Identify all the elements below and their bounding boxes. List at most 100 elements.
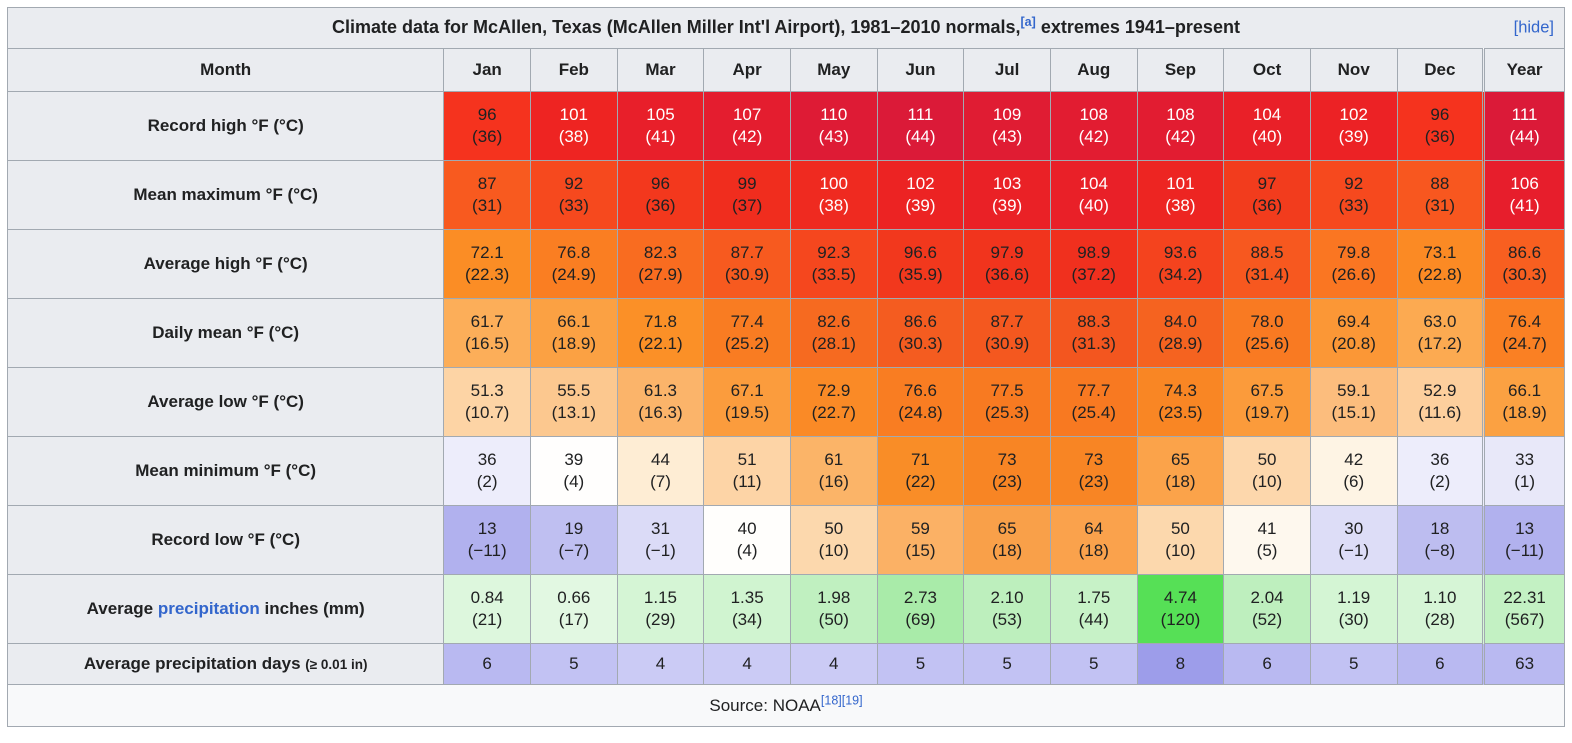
row-label: Average precipitation inches (mm) (6, 574, 445, 644)
data-cell: 93.6 (34.2) (1136, 229, 1225, 299)
climate-table: Climate data for McAllen, Texas (McAllen… (6, 7, 1565, 727)
data-cell: 67.5 (19.7) (1223, 367, 1311, 437)
data-cell: 77.7 (25.4) (1049, 367, 1138, 437)
data-cell: 96 (36) (1396, 91, 1485, 161)
data-cell: 88.5 (31.4) (1223, 229, 1311, 299)
data-cell: 44 (7) (616, 436, 705, 506)
data-cell: 36 (2) (443, 436, 531, 506)
row-label-text: Average precipitation days (83, 654, 306, 674)
data-cell: 92 (33) (529, 160, 618, 230)
month-header-oct: Oct (1223, 48, 1311, 92)
data-cell: 5 (1309, 643, 1398, 685)
table-row: Mean maximum °F (°C) 87 (31) 92 (33) 96 (36) 99… (6, 160, 1565, 230)
data-cell: 52.9 (11.6) (1396, 367, 1485, 437)
data-cell: 96.6 (35.9) (876, 229, 965, 299)
month-header-apr: Apr (703, 48, 791, 92)
data-cell: 2.10 (53) (963, 574, 1051, 644)
table-row: Daily mean °F (°C) 61.7 (16.5) 66.1 (18.9) 71… (6, 298, 1565, 368)
data-cell: 71 (22) (876, 436, 965, 506)
row-label-text: Daily mean °F (°C) (152, 323, 300, 343)
month-header-nov: Nov (1309, 48, 1398, 92)
data-cell: 1.98 (50) (789, 574, 878, 644)
source-text: Source: NOAA (709, 695, 821, 715)
data-cell: 99 (37) (703, 160, 791, 230)
month-header-may: May (789, 48, 878, 92)
table-row: Mean minimum °F (°C) 36 (2) 39 (4) 44 (7) 51 (11… (6, 436, 1565, 506)
data-cell: 39 (4) (529, 436, 618, 506)
data-cell: 61.7 (16.5) (443, 298, 531, 368)
table-row: Average precipitation inches (mm) 0.84 (21… (6, 574, 1565, 644)
data-cell: 19 (−7) (529, 505, 618, 575)
data-cell: 103 (39) (963, 160, 1051, 230)
data-cell: 76.6 (24.8) (876, 367, 965, 437)
table-row: Average low °F (°C) 51.3 (10.7) 55.5 (13.1) 6… (6, 367, 1565, 437)
data-cell: 22.31 (567) (1482, 574, 1565, 644)
data-cell: 79.8 (26.6) (1309, 229, 1398, 299)
month-header-jul: Jul (963, 48, 1051, 92)
data-cell: 6 (443, 643, 531, 685)
footnote-a-link[interactable]: [a] (1020, 15, 1036, 30)
row-label-text: (≥ 0.01 in) (305, 657, 368, 673)
data-cell: 6 (1223, 643, 1311, 685)
data-cell: 88.3 (31.3) (1049, 298, 1138, 368)
data-cell: 97 (36) (1223, 160, 1311, 230)
data-cell: 73 (23) (963, 436, 1051, 506)
data-cell: 77.4 (25.2) (703, 298, 791, 368)
row-label-text: Average (86, 599, 158, 619)
data-cell: 1.10 (28) (1396, 574, 1485, 644)
data-cell: 61.3 (16.3) (616, 367, 705, 437)
data-cell: 88 (31) (1396, 160, 1485, 230)
data-cell: 66.1 (18.9) (1482, 367, 1565, 437)
data-cell: 98.9 (37.2) (1049, 229, 1138, 299)
data-cell: 92.3 (33.5) (789, 229, 878, 299)
data-cell: 76.8 (24.9) (529, 229, 618, 299)
row-label: Mean minimum °F (°C) (6, 436, 445, 506)
row-label: Daily mean °F (°C) (6, 298, 445, 368)
data-cell: 1.35 (34) (703, 574, 791, 644)
month-header-dec: Dec (1396, 48, 1485, 92)
data-cell: 51 (11) (703, 436, 791, 506)
data-cell: 51.3 (10.7) (443, 367, 531, 437)
data-cell: 4 (703, 643, 791, 685)
data-cell: 72.9 (22.7) (789, 367, 878, 437)
precipitation-link[interactable]: precipitation (157, 599, 260, 619)
data-cell: 59 (15) (876, 505, 965, 575)
data-cell: 65 (18) (1136, 436, 1225, 506)
data-cell: 78.0 (25.6) (1223, 298, 1311, 368)
ref-19-link[interactable]: [19] (841, 692, 863, 707)
data-cell: 1.75 (44) (1049, 574, 1138, 644)
source-cell: Source: NOAA[18][19] (7, 684, 1565, 727)
data-cell: 2.04 (52) (1223, 574, 1311, 644)
data-cell: 87.7 (30.9) (703, 229, 791, 299)
data-cell: 5 (529, 643, 618, 685)
data-cell: 102 (39) (1309, 91, 1398, 161)
month-header-year: Year (1482, 48, 1565, 92)
table-row: Record low °F (°C) 13 (−11) 19 (−7) 31 (−1) 40(… (6, 505, 1565, 575)
data-cell: 2.73 (69) (876, 574, 965, 644)
data-cell: 96 (36) (443, 91, 531, 161)
data-cell: 76.4 (24.7) (1482, 298, 1565, 368)
data-cell: 59.1 (15.1) (1309, 367, 1398, 437)
data-cell: 0.66 (17) (529, 574, 618, 644)
data-cell: 67.1 (19.5) (703, 367, 791, 437)
row-label-text: Average high °F (°C) (143, 254, 308, 274)
data-cell: 72.1 (22.3) (443, 229, 531, 299)
row-label: Record low °F (°C) (6, 505, 445, 575)
data-cell: 69.4 (20.8) (1309, 298, 1398, 368)
data-cell: 86.6 (30.3) (876, 298, 965, 368)
hide-link[interactable]: [hide] (1513, 18, 1554, 37)
ref-18-link[interactable]: [18] (820, 692, 842, 707)
data-cell: 30 (−1) (1309, 505, 1398, 575)
data-cell: 104 (40) (1223, 91, 1311, 161)
month-column-header: Month (6, 48, 445, 92)
data-cell: 1.19 (30) (1309, 574, 1398, 644)
month-header-aug: Aug (1049, 48, 1138, 92)
data-cell: 50 (10) (1136, 505, 1225, 575)
row-label: Record high °F (°C) (6, 91, 445, 161)
row-label: Average high °F (°C) (6, 229, 445, 299)
data-cell: 4 (789, 643, 878, 685)
data-cell: 84.0 (28.9) (1136, 298, 1225, 368)
data-cell: 106 (41) (1482, 160, 1565, 230)
table-footer-row: Source: NOAA[18][19] (7, 684, 1565, 727)
